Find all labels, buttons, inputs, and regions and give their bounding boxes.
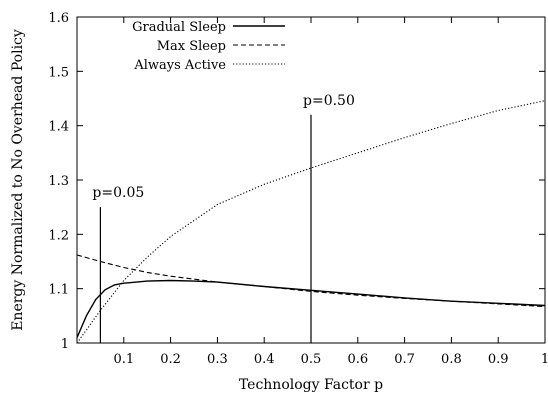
x-tick-label: 0.2 (160, 352, 181, 367)
legend-label: Max Sleep (157, 39, 226, 54)
series-line-max-sleep (76, 254, 546, 308)
x-axis-label: Technology Factor p (239, 377, 383, 393)
x-tick-label: 0.5 (301, 352, 322, 367)
y-tick-label: 1.2 (48, 228, 69, 243)
x-tick-label: 0.4 (254, 352, 275, 367)
x-tick-label: 0.8 (441, 352, 462, 367)
legend-label: Gradual Sleep (132, 20, 226, 35)
series-line-always-active (76, 100, 546, 344)
y-tick-label: 1.6 (48, 11, 69, 26)
x-tick-label: 0.3 (207, 352, 228, 367)
x-tick-label: 0.6 (347, 352, 368, 367)
y-tick-label: 1.4 (48, 120, 69, 135)
annotation-label: p=0.05 (92, 185, 144, 201)
annotation-label: p=0.50 (303, 93, 355, 109)
x-tick-label: 0.9 (488, 352, 509, 367)
x-tick-label: 1 (541, 352, 548, 367)
y-axis-label: Energy Normalized to No Overhead Policy (10, 29, 26, 331)
y-tick-label: 1.5 (48, 65, 69, 80)
legend-label: Always Active (133, 58, 226, 73)
y-tick-label: 1.1 (48, 283, 69, 298)
x-tick-label: 0.1 (113, 352, 134, 367)
y-tick-label: 1 (61, 337, 69, 352)
x-tick-label: 0.7 (394, 352, 415, 367)
y-tick-label: 1.3 (48, 174, 69, 189)
